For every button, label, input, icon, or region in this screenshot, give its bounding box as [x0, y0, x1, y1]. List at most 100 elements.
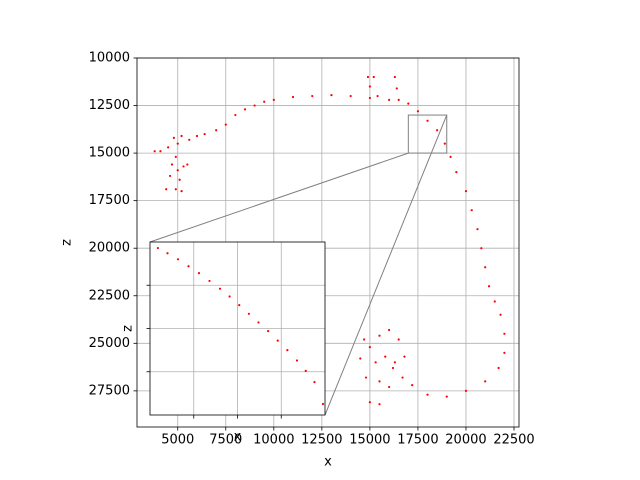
point: [368, 346, 371, 349]
point: [215, 129, 218, 132]
point: [484, 380, 487, 383]
point: [487, 285, 491, 288]
point: [197, 272, 201, 275]
point: [388, 328, 391, 332]
point: [159, 150, 162, 153]
point: [156, 246, 159, 250]
point: [176, 258, 180, 261]
y-tick-label: 20000: [89, 241, 130, 256]
point: [170, 163, 174, 166]
point: [313, 381, 316, 384]
point: [403, 355, 406, 358]
point: [267, 329, 270, 333]
point: [470, 209, 473, 212]
point: [304, 369, 307, 372]
point: [499, 313, 502, 316]
y-tick-label: 10000: [89, 51, 130, 66]
point: [378, 380, 381, 383]
point: [372, 75, 375, 79]
x-tick-label: 22500: [493, 433, 534, 448]
point: [272, 98, 275, 101]
point: [330, 93, 333, 97]
point: [286, 349, 289, 352]
point: [182, 165, 185, 168]
point: [445, 395, 448, 398]
point: [180, 190, 183, 193]
point: [176, 142, 179, 145]
point: [153, 150, 156, 153]
point: [349, 94, 352, 98]
x-tick-label: 12500: [301, 433, 342, 448]
point: [464, 389, 468, 392]
point: [480, 247, 483, 250]
point: [426, 393, 429, 396]
point: [188, 138, 191, 141]
point: [455, 171, 458, 174]
point: [391, 366, 395, 370]
y-axis-label: z: [121, 325, 136, 332]
point: [497, 366, 500, 370]
point: [368, 85, 371, 88]
point: [176, 169, 179, 172]
point: [165, 188, 168, 191]
y-tick-label: 27500: [89, 383, 130, 398]
point: [397, 98, 400, 101]
point: [291, 95, 295, 99]
point: [172, 136, 175, 139]
point: [366, 75, 370, 79]
y-tick-label: 22500: [89, 288, 130, 303]
point: [493, 300, 496, 303]
point: [238, 304, 241, 307]
point: [397, 338, 400, 341]
zoom-connector: [324, 114, 448, 416]
x-axis-label: x: [234, 430, 242, 445]
x-tick-label: 15000: [349, 433, 390, 448]
point: [178, 178, 181, 181]
axes-frame: [149, 241, 326, 416]
point: [388, 98, 391, 101]
point: [464, 190, 468, 193]
point: [228, 295, 231, 298]
point: [247, 312, 250, 315]
point: [395, 87, 398, 90]
point: [243, 108, 247, 111]
point: [174, 188, 177, 191]
point: [166, 252, 169, 255]
point: [426, 119, 429, 122]
point: [295, 359, 299, 362]
point: [384, 355, 387, 358]
point: [311, 94, 314, 98]
point: [203, 132, 206, 136]
point: [359, 357, 362, 360]
x-tick-label: 17500: [397, 433, 438, 448]
point: [234, 113, 237, 117]
point: [364, 376, 368, 379]
point: [253, 104, 256, 107]
point: [476, 228, 479, 231]
point: [167, 146, 170, 149]
point: [376, 94, 379, 98]
x-tick-label: 10000: [253, 433, 294, 448]
y-tick-label: 17500: [89, 193, 130, 208]
zoom-connector: [149, 152, 409, 243]
point: [195, 134, 199, 138]
point: [276, 339, 279, 342]
y-tick-label: 25000: [89, 336, 130, 351]
point: [449, 155, 452, 159]
point: [393, 361, 396, 364]
point: [218, 287, 222, 290]
point: [484, 266, 487, 269]
zoom-box: [407, 114, 448, 154]
point: [378, 403, 381, 406]
point: [416, 110, 420, 113]
point: [401, 376, 404, 379]
y-tick-label: 15000: [89, 146, 130, 161]
point: [503, 351, 506, 354]
x-axis-label: x: [324, 455, 332, 470]
point: [388, 385, 391, 389]
point: [263, 100, 266, 103]
point: [393, 75, 396, 79]
point: [378, 334, 381, 337]
y-tick-label: 12500: [89, 98, 130, 113]
